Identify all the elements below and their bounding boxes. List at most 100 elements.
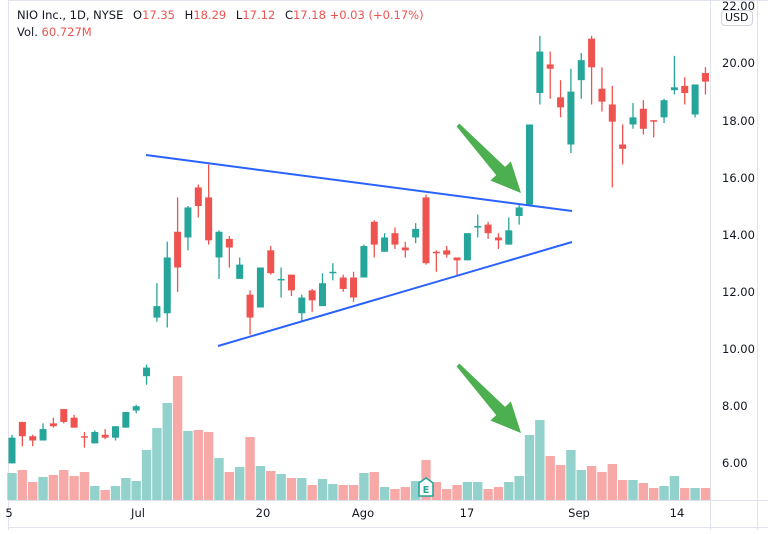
volume-bar <box>690 488 700 500</box>
volume-value: 60.727M <box>41 25 92 39</box>
candle <box>277 267 285 298</box>
volume-bar <box>245 437 255 500</box>
time-tick-label: Jul <box>131 506 145 520</box>
price-tick-label: 6.00 <box>722 456 748 470</box>
candle <box>484 221 492 239</box>
candle <box>350 271 358 302</box>
volume-bar <box>524 435 535 500</box>
symbol-title[interactable]: NIO Inc., 1D, NYSE <box>17 8 124 22</box>
candle <box>443 246 451 258</box>
candle <box>174 197 182 292</box>
candle <box>339 274 347 292</box>
volume-bar <box>545 456 555 500</box>
volume-bar <box>400 487 410 500</box>
candle <box>701 67 709 95</box>
volume-bar <box>297 478 307 500</box>
candle <box>215 230 223 279</box>
volume-bar <box>121 478 131 500</box>
volume-bar <box>255 466 266 500</box>
time-tick-label: 5 <box>5 506 13 520</box>
candle <box>308 288 316 312</box>
volume-bar <box>390 489 400 500</box>
candle <box>670 55 678 95</box>
candle <box>60 409 68 424</box>
breakout-price-arrow[interactable] <box>448 115 532 202</box>
candle <box>494 233 502 249</box>
volume-bar <box>462 482 473 500</box>
candle <box>163 241 171 328</box>
candle <box>463 233 471 261</box>
volume-bar <box>235 467 245 500</box>
candle <box>401 241 409 258</box>
candle <box>143 364 151 385</box>
candle <box>588 35 596 105</box>
upper-trendline[interactable] <box>145 154 573 212</box>
volume-bar <box>338 485 348 500</box>
breakout-volume-arrow[interactable] <box>448 355 532 442</box>
candle <box>505 217 513 245</box>
volume-bar <box>514 476 524 500</box>
annotation-arrows[interactable] <box>448 115 532 442</box>
candle <box>153 283 161 322</box>
candle <box>526 124 533 205</box>
volume-bar <box>649 488 659 500</box>
candle <box>639 100 647 135</box>
candle <box>691 84 699 118</box>
candle <box>246 290 254 335</box>
volume-bar <box>493 487 504 500</box>
candle <box>577 52 585 99</box>
candle <box>298 294 306 322</box>
volume-bar <box>110 486 121 500</box>
high-label: H <box>184 8 194 22</box>
lower-trendline[interactable] <box>217 241 573 347</box>
open-value: 17.35 <box>142 8 176 22</box>
candle <box>132 404 140 414</box>
volume-bar <box>628 480 638 500</box>
svg-text:E: E <box>423 485 430 496</box>
volume-bar <box>483 489 493 500</box>
volume-bar <box>607 464 617 500</box>
time-tick-label: Sep <box>568 506 590 520</box>
candle <box>650 120 658 138</box>
candle <box>432 250 440 272</box>
trendlines[interactable] <box>145 154 573 347</box>
candle <box>474 214 482 238</box>
volume-bar <box>69 476 79 500</box>
price-tick-label: 8.00 <box>722 399 748 413</box>
volume-bar <box>203 432 214 500</box>
volume-bar <box>100 490 110 500</box>
close-value: 17.18 <box>292 8 326 22</box>
volume-bar <box>410 481 421 500</box>
currency-badge[interactable]: USD <box>721 10 753 26</box>
earnings-marker[interactable]: E <box>418 477 434 497</box>
volume-bar <box>317 479 328 500</box>
volume-bar <box>586 466 597 500</box>
volume-bar <box>669 476 680 500</box>
earnings-e-icon[interactable]: E <box>418 477 434 497</box>
candle <box>267 246 275 275</box>
price-tick-label: 12.00 <box>722 285 755 299</box>
volume-row: Vol. 60.727M <box>17 24 424 41</box>
volume-bar <box>700 488 711 500</box>
volume-bar <box>566 450 576 500</box>
volume-bar <box>7 473 17 500</box>
candle <box>422 194 430 265</box>
volume-bar <box>442 489 452 500</box>
volume-bar <box>348 485 359 500</box>
volume-bar <box>452 485 462 500</box>
volume-bar <box>576 470 586 500</box>
candle <box>619 124 627 165</box>
close-label: C <box>284 8 293 22</box>
time-tick-label: 20 <box>255 506 271 520</box>
candle <box>515 204 523 225</box>
volume-bar <box>369 472 379 500</box>
time-tick-label: 17 <box>459 506 475 520</box>
volume-bar <box>680 488 690 500</box>
price-tick-label: 18.00 <box>722 114 755 128</box>
price-tick-label: 14.00 <box>722 228 755 242</box>
volume-bar <box>328 484 338 500</box>
candle <box>225 236 233 268</box>
volume-bar <box>193 430 203 500</box>
